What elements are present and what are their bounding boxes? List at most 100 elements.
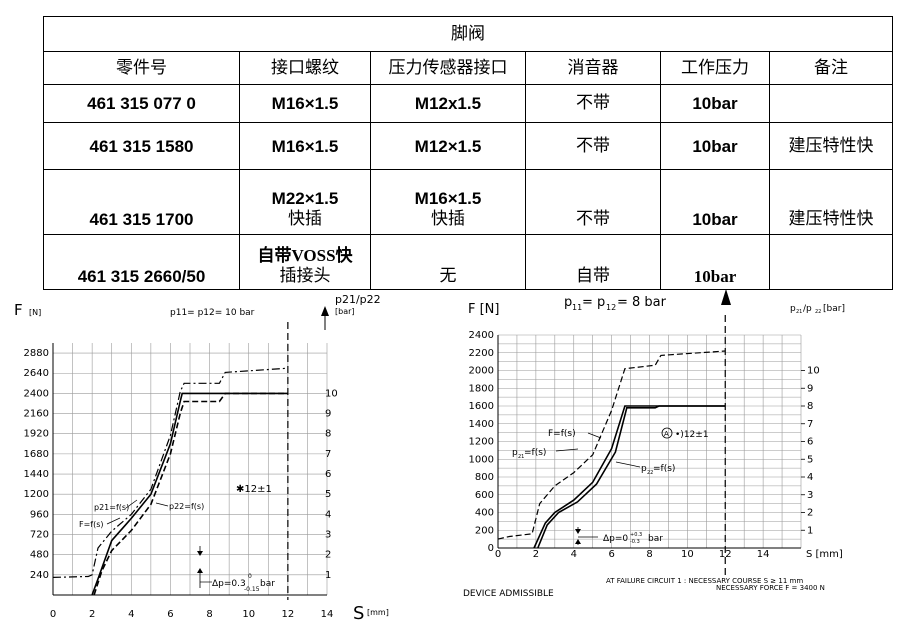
y-tick-label: 1000: [469, 454, 494, 465]
header-thread: 接口螺纹: [239, 51, 371, 85]
right-dp-sup: +0.3: [630, 532, 642, 538]
thread-line-1: 自带VOSS快: [257, 246, 353, 265]
y-tick-label: 2400: [24, 388, 49, 399]
x-tick-label: 6: [608, 549, 614, 560]
thread-line-2: 插接头: [279, 266, 331, 286]
y-tick-label: 2640: [24, 368, 49, 379]
left-p22-leader: [155, 502, 169, 507]
table-header-row: 零件号 接口螺纹 压力传感器接口 消音器 工作压力 备注: [43, 51, 893, 85]
table-row: 461 315 1700 M22×1.5 快插 M16×1.5 快插 不带 10…: [43, 169, 893, 235]
y-tick-label: 1600: [469, 401, 494, 412]
x-tick-label: 0: [495, 549, 501, 560]
right-chart-grid: [497, 334, 802, 549]
series-line-ffs: [497, 350, 726, 540]
y-tick-label: 2160: [24, 409, 49, 420]
right-y2label-p2: /p: [803, 304, 812, 314]
y-tick-label: 1800: [469, 383, 494, 394]
x-tick-label: 8: [646, 549, 652, 560]
left-note-marker: ✱12±1: [236, 484, 272, 495]
left-xlabel-unit: [mm]: [367, 608, 389, 617]
table-title-row: 脚阀: [43, 16, 893, 52]
right-title-eq: = p: [582, 295, 605, 310]
y-tick-label: 2200: [469, 348, 494, 359]
left-dp-annotation: Δp=0.3 0 -0.15 bar: [197, 546, 275, 593]
y-tick-label: 1200: [24, 489, 49, 500]
right-y2label-sub1: 21: [796, 309, 802, 315]
right-title-p: p: [564, 295, 572, 310]
right-p21-p: p: [512, 448, 518, 458]
left-F-label: F=f(s): [79, 520, 104, 529]
spec-table: 脚阀 零件号 接口螺纹 压力传感器接口 消音器 工作压力 备注 461 315 …: [43, 16, 893, 290]
table-row: 461 315 1580 M16×1.5 M12×1.5 不带 10bar 建压…: [43, 122, 893, 170]
part-number-cell: 461 315 1700: [43, 169, 240, 235]
left-ylabel: F: [14, 301, 23, 319]
y-tick-label: 480: [30, 550, 49, 561]
series-line-p22fs: [537, 405, 726, 549]
right-F-label: F=f(s): [548, 429, 576, 439]
x-tick-label: 14: [321, 609, 334, 620]
y-tick-label: 0: [488, 543, 494, 554]
right-y2label-sub2: 22: [815, 309, 821, 315]
part-number-cell: 461 315 077 0: [43, 84, 240, 123]
right-dp-unit: bar: [648, 534, 663, 544]
thread-cell: M16×1.5: [239, 122, 371, 170]
y2-tick-label: 1: [807, 525, 813, 536]
right-chart-series: [497, 350, 726, 549]
header-note: 备注: [769, 51, 893, 85]
thread-line-2: 快插: [288, 209, 322, 229]
left-dp-text: Δp=0.3: [212, 579, 246, 589]
right-chart-ticks: 0 2 4 6 8 10 12 1402004006008001000120014001600…: [469, 330, 820, 560]
y-tick-label: 400: [475, 508, 494, 519]
x-tick-label: 6: [167, 609, 173, 620]
y2-tick-label: 8: [807, 401, 813, 412]
right-p21-leader: [555, 448, 579, 452]
left-y2label: p21/p22: [335, 293, 381, 306]
left-y2-arrow-icon: [321, 306, 329, 330]
sensor-line-1: M16×1.5: [414, 189, 482, 208]
left-y2label-unit: [bar]: [335, 307, 355, 316]
note-cell: 建压特性快: [769, 122, 893, 170]
right-p22-sub: 22: [647, 470, 653, 476]
right-marker-letter: A: [664, 430, 669, 438]
left-chart-axes: [52, 322, 327, 600]
series-line-ffs: [52, 367, 288, 578]
header-part-number: 零件号: [43, 51, 240, 85]
left-chart-series: [52, 367, 288, 596]
y-tick-label: 960: [30, 509, 49, 520]
y2-tick-label: 2: [325, 550, 331, 561]
right-title: p 11 = p 12 = 8 bar: [564, 295, 667, 312]
x-tick-label: 12: [719, 549, 732, 560]
pressure-cell: 10bar: [660, 169, 770, 235]
right-dp-sub: -0.3: [630, 539, 640, 545]
left-dp-sub: -0.15: [244, 586, 260, 593]
y-tick-label: 2400: [469, 330, 494, 341]
x-tick-label: 10: [681, 549, 694, 560]
right-title-suffix: = 8 bar: [617, 295, 667, 310]
sensor-cell: M12x1.5: [370, 84, 526, 123]
y-tick-label: 1680: [24, 449, 49, 460]
right-F-leader: [587, 432, 602, 439]
y-tick-label: 2000: [469, 366, 494, 377]
y-tick-label: 720: [30, 530, 49, 541]
thread-cell: 自带VOSS快 插接头: [239, 234, 371, 290]
right-marker-annotation: A •)12±1: [661, 427, 709, 440]
left-title: p11= p12= 10 bar: [170, 308, 255, 318]
left-p21-leader: [125, 499, 138, 509]
right-p22-leader: [615, 461, 641, 468]
table-title: 脚阀: [43, 16, 893, 52]
right-y2label: p 21 /p 22 [bar]: [790, 304, 845, 315]
y-tick-label: 240: [30, 570, 49, 581]
series-line-p22fs: [93, 392, 288, 596]
header-sensor-port: 压力传感器接口: [370, 51, 526, 85]
right-y2label-unit: [bar]: [823, 304, 845, 314]
right-p22-p: p: [641, 464, 647, 474]
pressure-cell: 10bar: [660, 234, 770, 290]
y-tick-label: 1920: [24, 429, 49, 440]
left-F-leader: [106, 517, 121, 525]
series-line-p21fs: [533, 405, 726, 549]
y2-tick-label: 10: [325, 388, 338, 399]
right-marker-text: •)12±1: [675, 430, 709, 440]
left-ylabel-unit: [N]: [29, 308, 41, 317]
right-failure-line-1: AT FAILURE CIRCUIT 1 : NECESSARY COURSE …: [606, 577, 803, 585]
muffler-cell: 不带: [525, 169, 661, 235]
